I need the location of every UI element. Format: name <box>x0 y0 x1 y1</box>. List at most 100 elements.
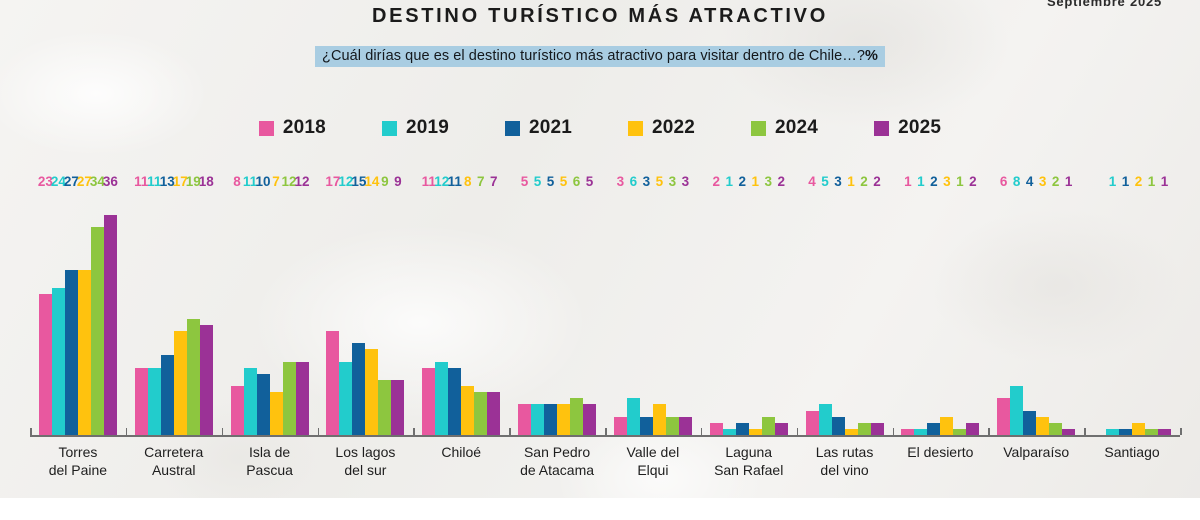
bar-2022-valpara-so[interactable]: 3 <box>1036 174 1050 435</box>
bar-2024-valle-del-elqui[interactable]: 3 <box>665 174 679 435</box>
bar-2021-las-rutas-del-vino[interactable]: 3 <box>831 174 845 435</box>
category-label-line: San Rafael <box>714 462 784 479</box>
category-label-el-desierto: El desierto <box>892 443 988 480</box>
bar-2018-las-rutas-del-vino[interactable]: 4 <box>805 174 819 435</box>
legend-item-2022[interactable]: 2022 <box>628 117 695 139</box>
axis-tick <box>605 428 607 435</box>
bar-2024-santiago[interactable]: 1 <box>1145 174 1159 435</box>
bar-2021-santiago[interactable]: 1 <box>1119 174 1133 435</box>
bar-2024-laguna-san-rafael[interactable]: 3 <box>761 174 775 435</box>
bar-2018-santiago[interactable] <box>1093 190 1106 435</box>
bar-2021-isla-de-pascua[interactable]: 10 <box>256 174 271 435</box>
bar-2019-chilo-[interactable]: 12 <box>434 174 449 435</box>
bar-2025-valle-del-elqui[interactable]: 3 <box>678 174 692 435</box>
bar-2022-santiago[interactable]: 2 <box>1132 174 1146 435</box>
legend-swatch-2021 <box>504 120 520 136</box>
bar-rect: 1 <box>1119 174 1133 435</box>
bar-2021-san-pedro-de-atacama[interactable]: 5 <box>544 174 558 435</box>
bar-value-label: 6 <box>629 173 638 189</box>
bar-2018-chilo-[interactable]: 11 <box>422 174 436 435</box>
category-label-torres-del-paine: Torres del Paine <box>30 443 126 480</box>
bar-2025-valpara-so[interactable]: 1 <box>1062 174 1076 435</box>
bar-2021-laguna-san-rafael[interactable]: 2 <box>735 174 749 435</box>
legend-item-2024[interactable]: 2024 <box>751 117 818 139</box>
bar-2025-el-desierto[interactable]: 2 <box>966 174 980 435</box>
bar-2018-carretera-austral[interactable]: 11 <box>134 174 148 435</box>
bar-2018-el-desierto[interactable]: 1 <box>901 174 915 435</box>
bar-2018-torres-del-paine[interactable]: 23 <box>38 174 53 435</box>
bar-2019-el-desierto[interactable]: 1 <box>914 174 928 435</box>
bar-2019-laguna-san-rafael[interactable]: 1 <box>722 174 736 435</box>
bar-2022-el-desierto[interactable]: 3 <box>940 174 954 435</box>
bar-2019-las-rutas-del-vino[interactable]: 5 <box>818 174 832 435</box>
bar-2021-valle-del-elqui[interactable]: 3 <box>639 174 653 435</box>
bar-2024-chilo-[interactable]: 7 <box>474 174 488 435</box>
bar-rect: 6 <box>570 174 584 435</box>
bar-2019-santiago[interactable]: 1 <box>1106 174 1120 435</box>
bar-2025-las-rutas-del-vino[interactable]: 2 <box>870 174 884 435</box>
category-label-line: de Atacama <box>520 462 595 479</box>
bar-2022-las-rutas-del-vino[interactable]: 1 <box>844 174 858 435</box>
axis-tick <box>892 428 894 435</box>
category-label-line: Elqui <box>637 462 669 479</box>
bar-2018-valle-del-elqui[interactable]: 3 <box>613 174 627 435</box>
bar-2024-carretera-austral[interactable]: 19 <box>186 174 201 435</box>
bar-2022-valle-del-elqui[interactable]: 5 <box>652 174 666 435</box>
bar-2018-san-pedro-de-atacama[interactable]: 5 <box>518 174 532 435</box>
bar-2018-valpara-so[interactable]: 6 <box>997 174 1011 435</box>
bar-2021-carretera-austral[interactable]: 13 <box>160 174 175 435</box>
category-label-line: Austral <box>151 462 196 479</box>
bar-2025-laguna-san-rafael[interactable]: 2 <box>774 174 788 435</box>
bar-2019-valpara-so[interactable]: 8 <box>1010 174 1024 435</box>
legend-item-2018[interactable]: 2018 <box>258 117 326 139</box>
bar-2021-los-lagos-del-sur[interactable]: 15 <box>351 174 366 435</box>
bar-2022-laguna-san-rafael[interactable]: 1 <box>748 174 762 435</box>
category-label-los-lagos-del-sur: Los lagos del sur <box>317 443 413 480</box>
bar-2025-chilo-[interactable]: 7 <box>487 174 501 435</box>
bar-2018-laguna-san-rafael[interactable]: 2 <box>709 174 723 435</box>
bar-2024-el-desierto[interactable]: 1 <box>953 174 967 435</box>
bar-2022-torres-del-paine[interactable]: 27 <box>77 174 92 435</box>
bar-2019-isla-de-pascua[interactable]: 11 <box>243 174 257 435</box>
bar-2024-isla-de-pascua[interactable]: 12 <box>282 174 297 435</box>
bar-2024-torres-del-paine[interactable]: 34 <box>90 174 105 435</box>
bar-value-label: 8 <box>1012 173 1021 189</box>
bar-2019-los-lagos-del-sur[interactable]: 12 <box>338 174 353 435</box>
bar-2025-torres-del-paine[interactable]: 36 <box>103 174 118 435</box>
bar-2018-isla-de-pascua[interactable]: 8 <box>230 174 244 435</box>
bar-2022-chilo-[interactable]: 8 <box>461 174 475 435</box>
bar-2025-santiago[interactable]: 1 <box>1158 174 1172 435</box>
legend-swatch-2025 <box>874 120 890 136</box>
bar-2019-valle-del-elqui[interactable]: 6 <box>626 174 640 435</box>
bar-2024-las-rutas-del-vino[interactable]: 2 <box>857 174 871 435</box>
legend-item-2019[interactable]: 2019 <box>381 117 449 139</box>
legend-item-2025[interactable]: 2025 <box>874 117 941 139</box>
bar-2025-los-lagos-del-sur[interactable]: 9 <box>391 174 405 435</box>
bar-rect: 2 <box>709 174 723 435</box>
bar-value-label: 17 <box>325 173 341 189</box>
legend-item-2021[interactable]: 2021 <box>504 117 572 139</box>
bar-2021-chilo-[interactable]: 11 <box>448 174 462 435</box>
bar-2024-valpara-so[interactable]: 2 <box>1049 174 1063 435</box>
legend-label-2021: 2021 <box>528 117 572 138</box>
bar-2022-los-lagos-del-sur[interactable]: 14 <box>364 174 379 435</box>
bar-rect: 5 <box>518 174 532 435</box>
category-label-line: Chiloé <box>441 444 482 460</box>
bar-2025-san-pedro-de-atacama[interactable]: 5 <box>583 174 597 435</box>
bar-2024-san-pedro-de-atacama[interactable]: 6 <box>570 174 584 435</box>
bar-2021-valpara-so[interactable]: 4 <box>1023 174 1037 435</box>
bar-value-label: 1 <box>847 173 855 189</box>
bar-2018-los-lagos-del-sur[interactable]: 17 <box>325 174 340 435</box>
bar-2019-carretera-austral[interactable]: 11 <box>147 174 161 435</box>
bar-2022-san-pedro-de-atacama[interactable]: 5 <box>557 174 571 435</box>
bar-2022-isla-de-pascua[interactable]: 7 <box>269 174 283 435</box>
bar-2025-carretera-austral[interactable]: 18 <box>199 174 214 435</box>
bar-2021-el-desierto[interactable]: 2 <box>927 174 941 435</box>
bar-2021-torres-del-paine[interactable]: 27 <box>64 174 79 435</box>
bar-2024-los-lagos-del-sur[interactable]: 9 <box>378 174 392 435</box>
bar-rect: 5 <box>531 174 545 435</box>
bar-2019-san-pedro-de-atacama[interactable]: 5 <box>531 174 545 435</box>
bar-2022-carretera-austral[interactable]: 17 <box>173 174 188 435</box>
bar-2025-isla-de-pascua[interactable]: 12 <box>295 174 310 435</box>
bar-2019-torres-del-paine[interactable]: 24 <box>51 174 66 435</box>
